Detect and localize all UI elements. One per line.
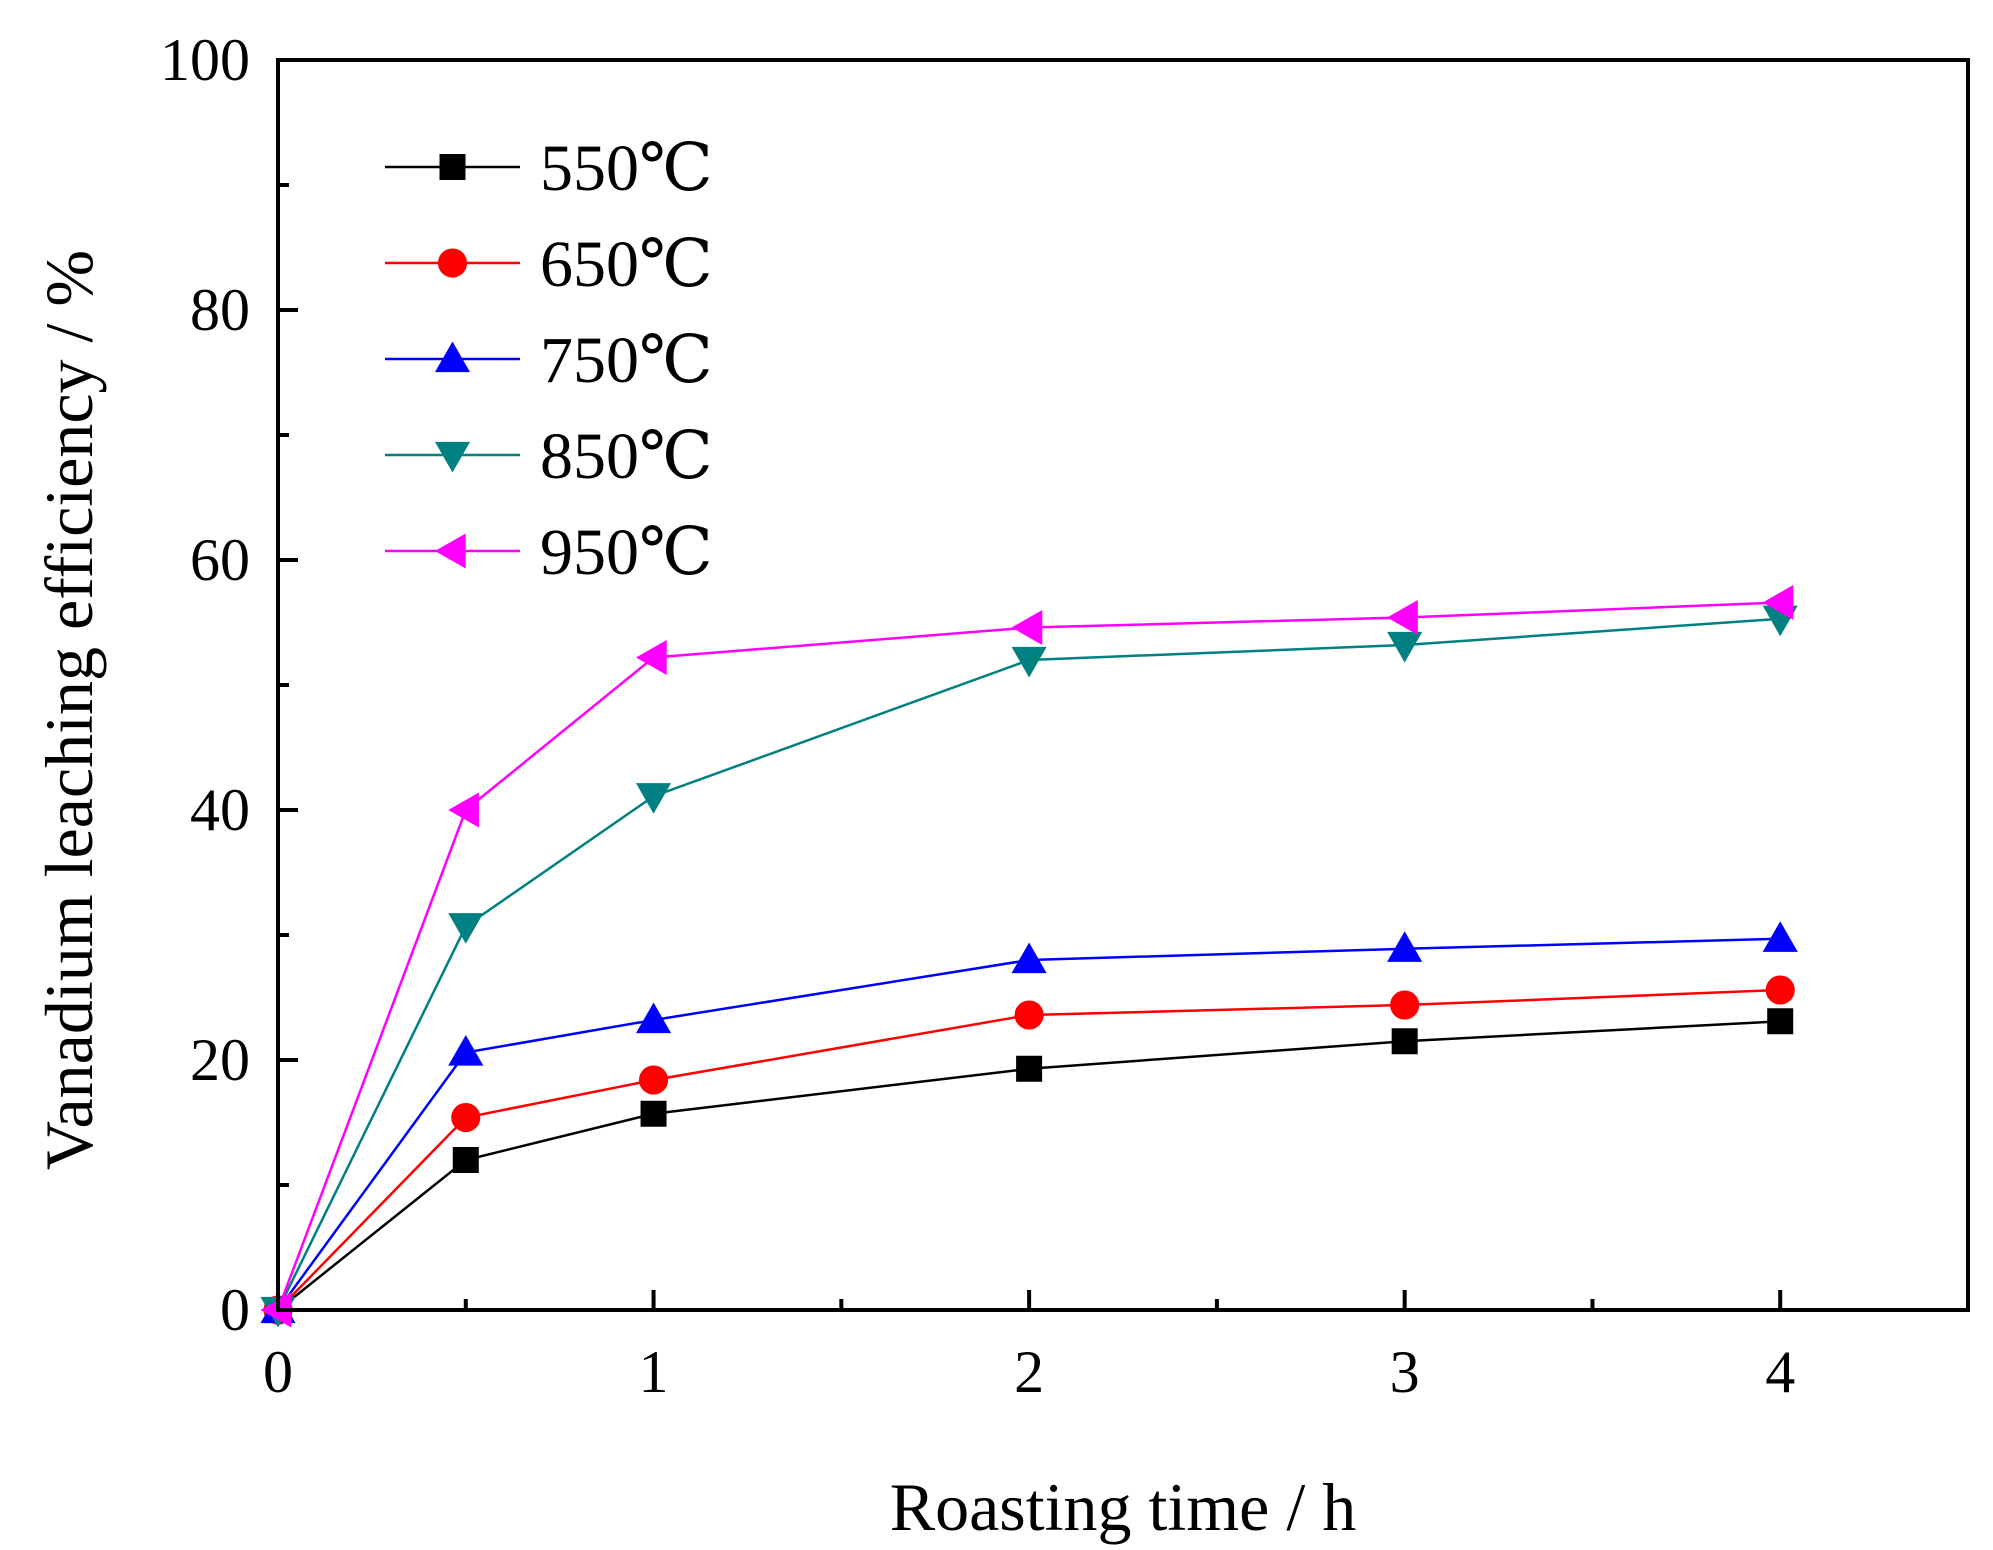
x-tick-label: 3 [1390, 1339, 1420, 1405]
data-point [1765, 975, 1795, 1005]
legend-item: 850℃ [385, 420, 713, 493]
series-line [276, 601, 1781, 1311]
data-point [448, 913, 484, 944]
data-point [1016, 1055, 1043, 1082]
y-tick-label: 60 [190, 527, 250, 593]
series-layer [260, 584, 1798, 1328]
x-axis-title: Roasting time / h [890, 1469, 1357, 1545]
legend-item: 950℃ [385, 516, 713, 589]
series-line [277, 1020, 1781, 1311]
data-point [1011, 609, 1043, 646]
data-point [1014, 1000, 1044, 1030]
data-point [260, 1292, 292, 1328]
data-point [1390, 990, 1420, 1020]
x-axis-ticks: 0 1 2 3 4 [263, 1290, 1795, 1405]
series-750℃ [260, 921, 1798, 1324]
data-point [448, 792, 479, 828]
y-tick-label: 40 [190, 777, 250, 843]
legend-item: 750℃ [385, 324, 713, 397]
legend: 550℃ 650℃ 750℃ 850℃ 950℃ [385, 132, 713, 589]
data-point [1391, 1028, 1418, 1055]
data-point [1011, 646, 1047, 678]
legend-marker [434, 533, 466, 569]
x-tick-label: 1 [639, 1339, 669, 1405]
legend-item: 550℃ [385, 132, 713, 205]
series-950℃ [260, 584, 1794, 1328]
data-point [1767, 1008, 1794, 1035]
series-line [276, 617, 1781, 1311]
legend-label: 850℃ [540, 420, 713, 493]
data-point [1762, 921, 1798, 952]
legend-label: 750℃ [540, 324, 713, 397]
legend-label: 550℃ [540, 132, 713, 205]
y-tick-label: 80 [190, 277, 250, 343]
plot-area-frame [276, 58, 1970, 1312]
x-tick-label: 4 [1765, 1339, 1795, 1405]
legend-label: 650℃ [540, 228, 713, 301]
y-tick-label: 100 [160, 27, 250, 93]
data-point [638, 1065, 669, 1095]
y-tick-label: 20 [190, 1027, 250, 1093]
series-650℃ [263, 975, 1795, 1325]
series-550℃ [265, 1008, 1794, 1323]
data-point [1011, 942, 1047, 974]
legend-label: 950℃ [540, 516, 713, 589]
data-point [636, 1002, 672, 1034]
legend-marker [437, 248, 468, 278]
legend-item: 650℃ [385, 228, 713, 301]
data-point [448, 1034, 484, 1066]
legend-marker [434, 341, 471, 373]
legend-marker [439, 154, 466, 180]
data-point [452, 1147, 479, 1173]
x-tick-label: 0 [263, 1339, 293, 1405]
series-line [276, 937, 1781, 1311]
data-point [451, 1102, 481, 1133]
data-point [1387, 631, 1423, 663]
data-point [1387, 931, 1423, 962]
series-line [277, 988, 1781, 1311]
y-tick-label: 0 [220, 1277, 250, 1343]
data-point [1762, 584, 1794, 621]
data-point [640, 1100, 667, 1127]
data-point [1387, 599, 1418, 636]
y-axis-ticks: 0 20 40 60 80 100 [160, 27, 298, 1343]
x-tick-label: 2 [1014, 1339, 1044, 1405]
y-axis-title: Vanadium leaching efficiency / % [31, 250, 107, 1170]
data-point [636, 639, 667, 676]
legend-marker [434, 441, 471, 473]
data-point [636, 783, 672, 814]
